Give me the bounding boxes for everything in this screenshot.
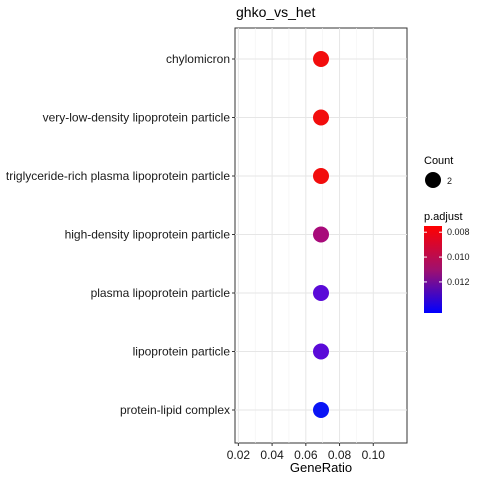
data-point — [313, 285, 329, 301]
count-legend-label: 2 — [447, 176, 452, 186]
x-axis: 0.02 0.04 0.06 0.08 0.10 — [227, 443, 386, 462]
padjust-colorbar — [424, 226, 442, 313]
x-tick-label: 0.08 — [328, 448, 352, 462]
padjust-legend-title: p.adjust — [424, 211, 463, 223]
y-tick-label: very-low-density lipoprotein particle — [43, 111, 231, 125]
x-axis-title: GeneRatio — [290, 460, 352, 475]
y-tick-label: high-density lipoprotein particle — [65, 228, 231, 242]
colorbar-tick-label: 0.010 — [447, 252, 470, 262]
x-tick-label: 0.02 — [227, 448, 251, 462]
padjust-legend: p.adjust 0.008 0.010 0.012 — [424, 211, 470, 313]
y-tick-label: plasma lipoprotein particle — [91, 286, 231, 300]
colorbar-tick-label: 0.008 — [447, 227, 470, 237]
data-point — [313, 168, 329, 184]
y-axis-labels: chylomicron very-low-density lipoprotein … — [6, 52, 235, 417]
y-tick-label: protein-lipid complex — [120, 403, 230, 417]
y-tick-label: triglyceride-rich plasma lipoprotein par… — [6, 169, 230, 183]
y-tick-label: chylomicron — [166, 52, 230, 66]
count-legend-title: Count — [424, 155, 453, 167]
x-tick-label: 0.10 — [362, 448, 386, 462]
data-point — [313, 226, 329, 243]
data-point — [313, 51, 329, 67]
x-tick-label: 0.04 — [260, 448, 284, 462]
x-tick-label: 0.06 — [294, 448, 318, 462]
data-points — [313, 51, 329, 418]
count-legend-swatch — [425, 172, 441, 188]
count-legend: Count 2 — [424, 155, 453, 188]
y-tick-label: lipoprotein particle — [133, 345, 231, 359]
data-point — [313, 109, 329, 126]
padjust-colorbar-ticks: 0.008 0.010 0.012 — [424, 227, 470, 287]
data-point — [313, 402, 329, 418]
chart-title: ghko_vs_het — [236, 4, 316, 20]
colorbar-tick-label: 0.012 — [447, 277, 470, 287]
data-point — [313, 343, 329, 360]
